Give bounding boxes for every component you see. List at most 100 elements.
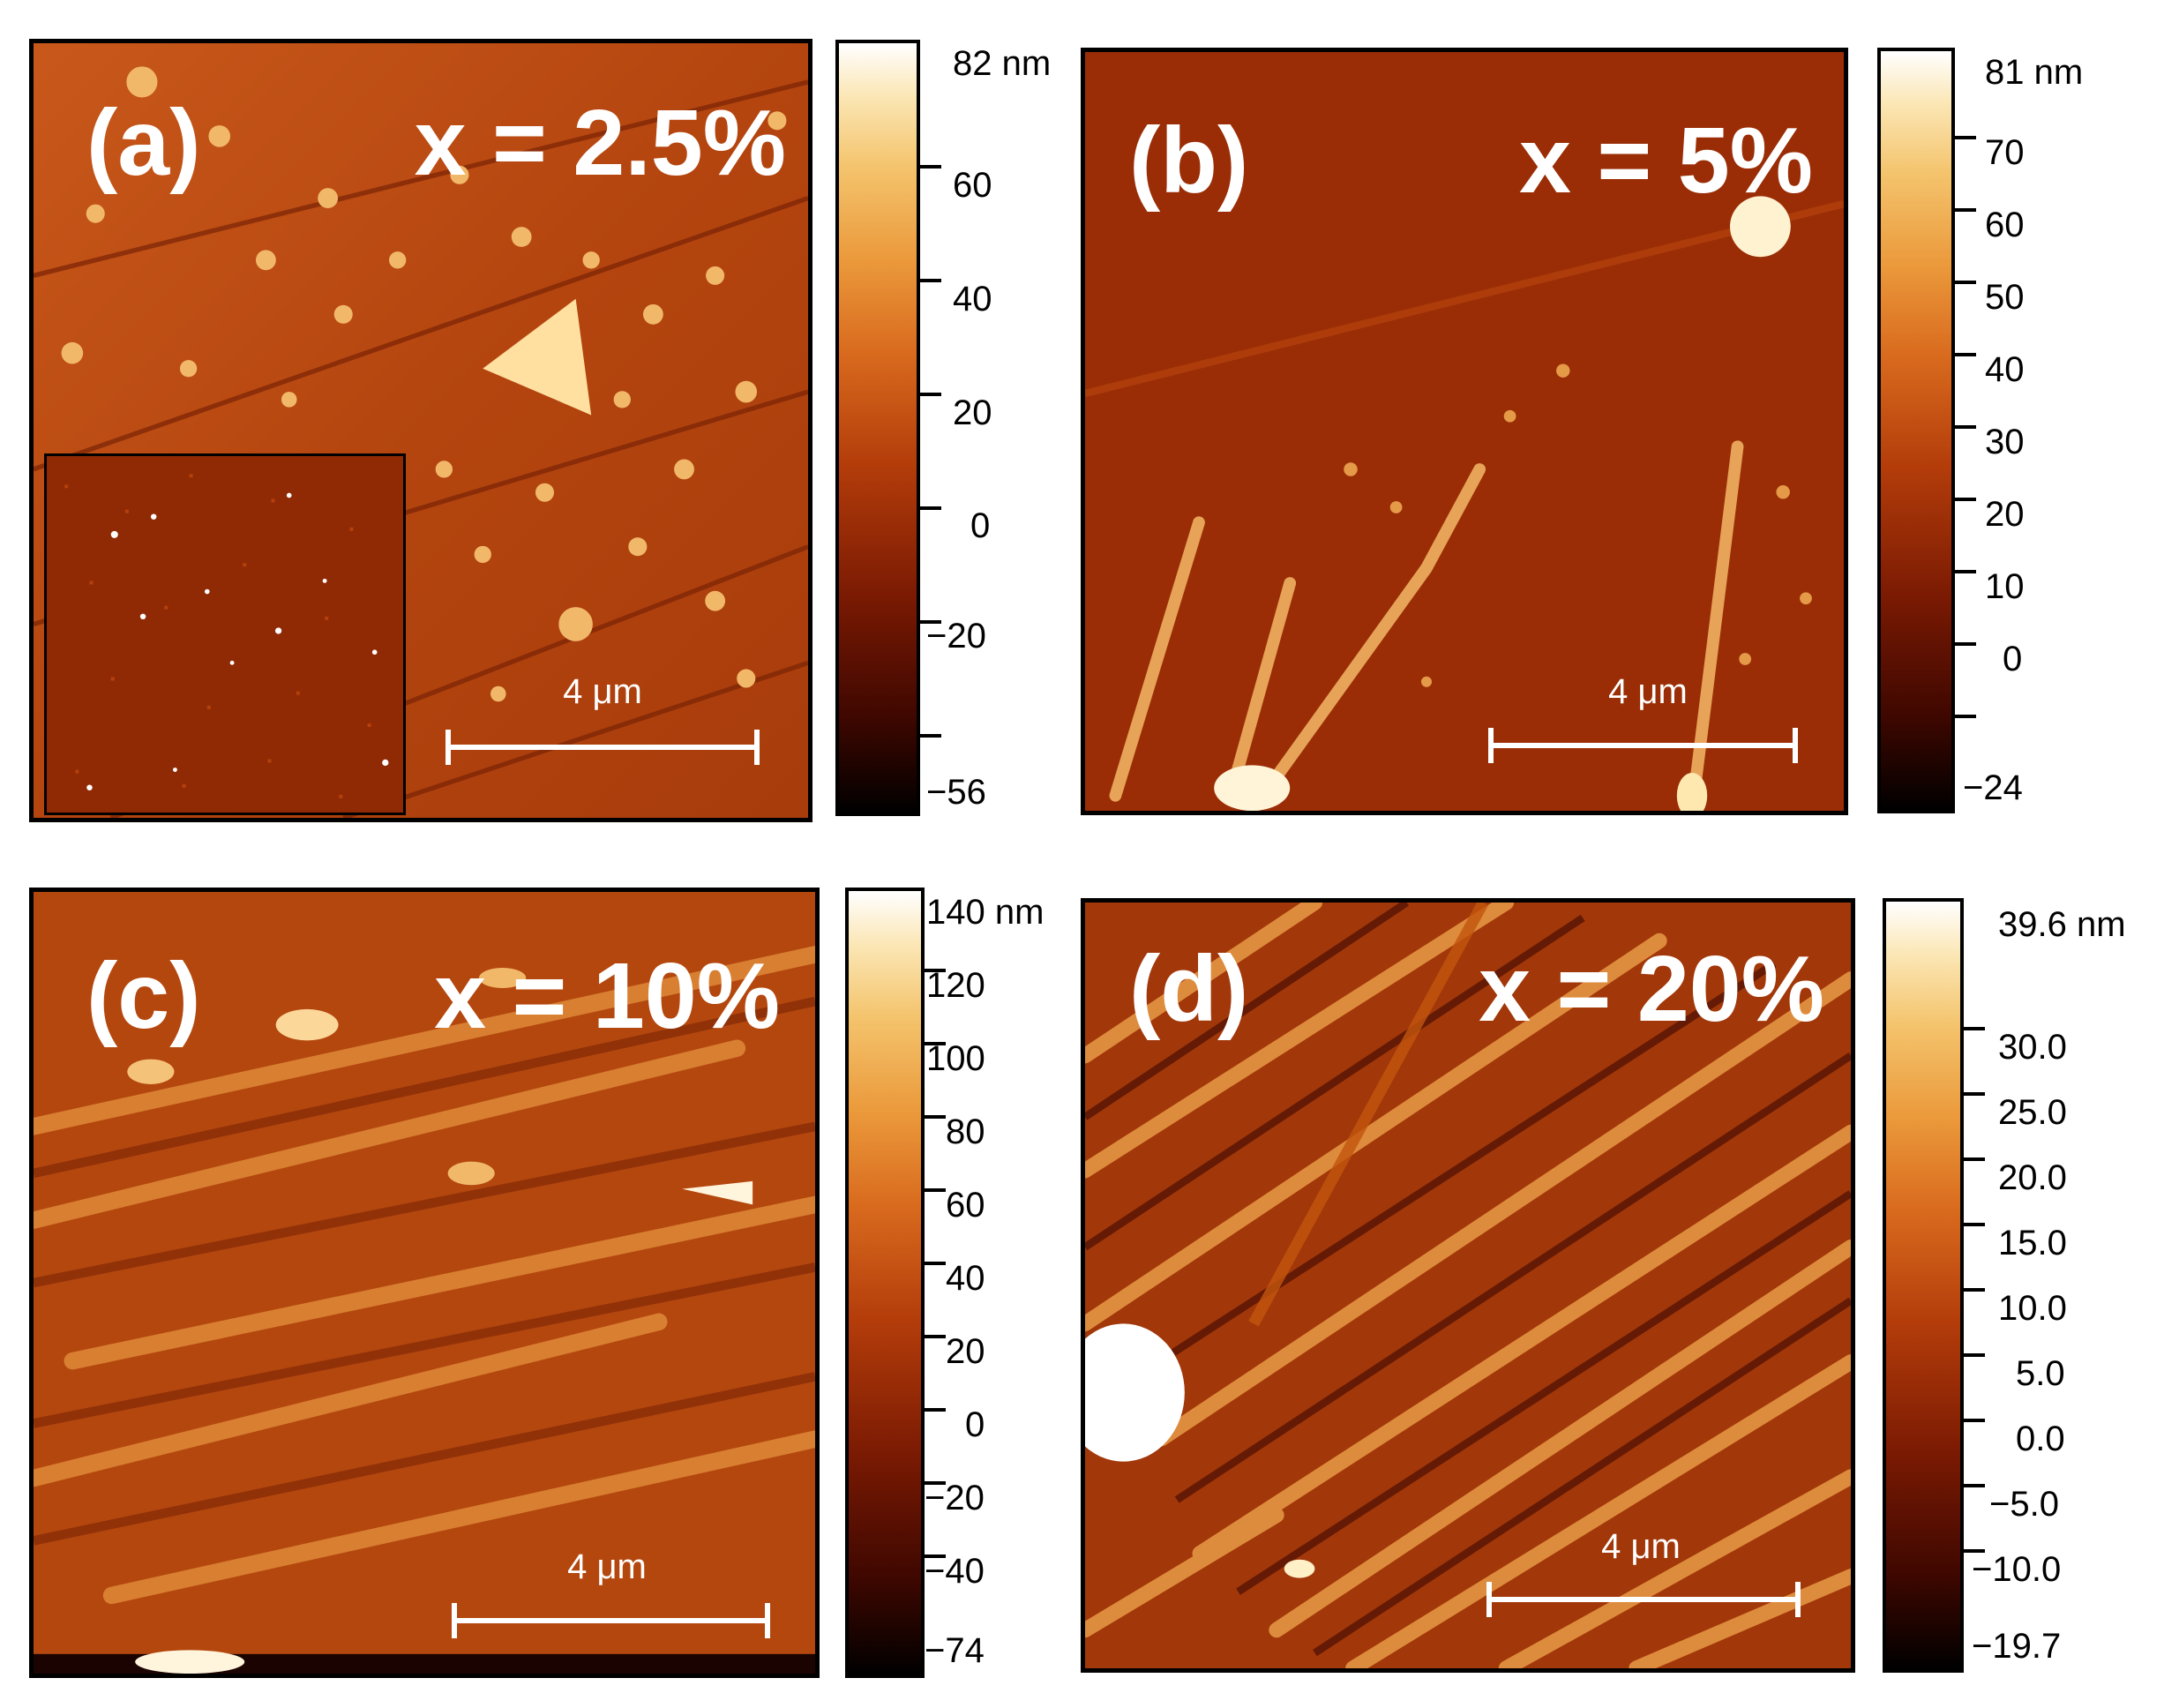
colorbar-c-tick-label: 60 [946, 1186, 985, 1225]
colorbar-a-tick-label: 20 [953, 393, 992, 432]
colorbar-b-tick [1955, 353, 1976, 356]
colorbar-b-tick [1955, 425, 1976, 429]
afm-image-b: (b) x = 5% 4 μm [1081, 48, 1848, 815]
colorbar-c-tick-label: 80 [946, 1112, 985, 1151]
scale-bar-label-d: 4 μm [1601, 1527, 1681, 1566]
colorbar-b [1877, 48, 1955, 813]
colorbar-b-tick [1955, 715, 1976, 718]
afm-image-a: (a) x = 2.5% 4 μm [29, 39, 812, 822]
colorbar-a-tick [920, 620, 941, 624]
colorbar-b-tick-label: 50 [1985, 278, 2025, 317]
colorbar-c-tick [925, 969, 946, 972]
colorbar-d-tick-label: 0.0 [2016, 1420, 2065, 1458]
colorbar-c-tick-label: −40 [925, 1552, 985, 1591]
colorbar-d [1883, 898, 1964, 1673]
colorbar-b-max-label: 81 nm [1985, 53, 2084, 92]
colorbar-b-tick [1955, 498, 1976, 501]
colorbar-d-tick [1964, 1288, 1985, 1292]
colorbar-d-tick-label: 5.0 [2016, 1354, 2065, 1393]
colorbar-a-tick-label: 60 [953, 166, 992, 205]
colorbar-b-tick [1955, 642, 1976, 646]
colorbar-b-tick-label: 40 [1985, 350, 2025, 389]
colorbar-b-min-label: −24 [1963, 768, 2023, 807]
colorbar-b-tick [1955, 570, 1976, 573]
afm-topography-c [34, 892, 815, 1674]
colorbar-a-tick [920, 506, 941, 510]
scale-bar-a [446, 730, 760, 765]
colorbar-a-tick [920, 393, 941, 396]
colorbar-d-tick-label: 25.0 [1998, 1093, 2067, 1132]
colorbar-b-tick-label: 10 [1985, 567, 2025, 606]
colorbar-c-tick [925, 1042, 946, 1045]
colorbar-c-max-label: 140 nm [926, 893, 1045, 932]
colorbar-a-min-label: −56 [926, 773, 986, 812]
colorbar-d-tick [1964, 1092, 1985, 1096]
afm-image-c: (c) x = 10% 4 μm [29, 888, 820, 1678]
colorbar-c-min-label: −74 [925, 1631, 985, 1670]
colorbar-d-tick [1964, 1157, 1985, 1161]
colorbar-c [845, 888, 925, 1678]
colorbar-a-tick [920, 279, 941, 282]
colorbar-c-tick [925, 1115, 946, 1119]
colorbar-d-tick-label: 30.0 [1998, 1028, 2067, 1067]
colorbar-c-tick [925, 1554, 946, 1558]
colorbar-a-tick-label: 0 [970, 506, 991, 545]
colorbar-c-tick-label: 120 [926, 966, 985, 1005]
composition-label-b: x = 5% [1519, 109, 1813, 213]
colorbar-d-tick-label: 15.0 [1998, 1224, 2067, 1262]
colorbar-d-tick [1964, 1027, 1985, 1030]
panel-label-d: (d) [1129, 937, 1249, 1041]
colorbar-c-tick-label: 0 [965, 1405, 985, 1444]
colorbar-d-tick [1964, 1353, 1985, 1357]
colorbar-d-min-label: −19.7 [1972, 1627, 2062, 1666]
composition-label-c: x = 10% [434, 944, 780, 1048]
colorbar-b-tick-label: 20 [1985, 495, 2025, 534]
colorbar-c-tick-label: 100 [926, 1039, 985, 1078]
colorbar-b-tick [1955, 281, 1976, 284]
inset-topography-a [47, 456, 403, 813]
scale-bar-label-c: 4 μm [567, 1547, 647, 1586]
colorbar-c-tick-label: 20 [946, 1332, 985, 1371]
composition-label-a: x = 2.5% [414, 91, 786, 195]
afm-topography-b [1085, 52, 1844, 811]
colorbar-d-tick [1964, 1549, 1985, 1553]
scale-bar-d [1486, 1582, 1801, 1617]
panel-label-b: (b) [1129, 109, 1249, 213]
colorbar-d-max-label: 39.6 nm [1998, 905, 2126, 944]
colorbar-c-tick-label: 40 [946, 1259, 985, 1298]
colorbar-d-tick [1964, 1484, 1985, 1487]
colorbar-c-tick [925, 1481, 946, 1485]
colorbar-a-max-label: 82 nm [953, 44, 1052, 83]
colorbar-a-tick-label: −20 [926, 617, 986, 655]
afm-topography-d [1085, 903, 1851, 1668]
colorbar-c-tick [925, 1335, 946, 1338]
colorbar-b-tick-label: 60 [1985, 206, 2025, 244]
colorbar-d-tick [1964, 1223, 1985, 1226]
colorbar-b-tick-label: 70 [1985, 133, 2025, 172]
scale-bar-c [452, 1603, 770, 1638]
colorbar-d-tick-label: 20.0 [1998, 1158, 2067, 1197]
scale-bar-label-b: 4 μm [1608, 672, 1688, 711]
colorbar-b-tick-label: 30 [1985, 423, 2025, 461]
colorbar-b-tick [1955, 136, 1976, 139]
colorbar-a-tick [920, 165, 941, 169]
colorbar-a-tick-label: 40 [953, 280, 992, 318]
colorbar-b-tick [1955, 208, 1976, 212]
colorbar-d-tick-label: −5.0 [1989, 1485, 2059, 1524]
colorbar-d-tick-label: 10.0 [1998, 1289, 2067, 1328]
colorbar-c-tick [925, 1262, 946, 1265]
afm-image-d: (d) x = 20% 4 μm [1081, 898, 1855, 1673]
inset-image-a [44, 453, 406, 815]
colorbar-c-tick [925, 1188, 946, 1192]
colorbar-b-tick-label: 0 [2003, 640, 2023, 678]
scale-bar-b [1488, 728, 1798, 763]
scale-bar-label-a: 4 μm [563, 672, 642, 711]
panel-label-c: (c) [86, 944, 201, 1048]
panel-label-a: (a) [86, 91, 201, 195]
colorbar-d-tick [1964, 1419, 1985, 1422]
colorbar-c-tick-label: −20 [925, 1479, 985, 1517]
colorbar-a-tick [920, 734, 941, 738]
composition-label-d: x = 20% [1479, 937, 1824, 1041]
colorbar-c-tick [925, 1408, 946, 1412]
colorbar-a [835, 40, 920, 816]
